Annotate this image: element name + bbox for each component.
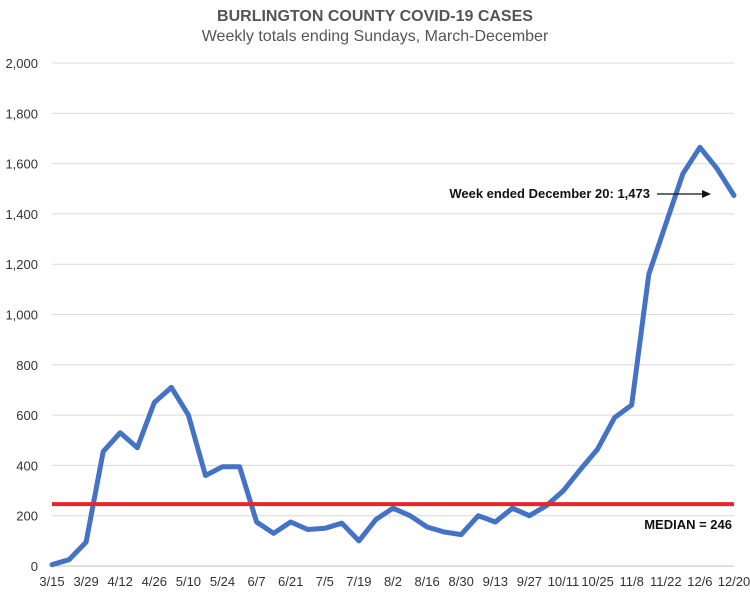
- x-tick-label: 7/5: [316, 574, 334, 589]
- x-tick-label: 9/27: [517, 574, 542, 589]
- median-label: MEDIAN = 246: [644, 517, 732, 532]
- chart-title: BURLINGTON COUNTY COVID-19 CASES: [217, 8, 533, 25]
- y-tick-label: 2,000: [5, 56, 38, 71]
- x-tick-label: 10/11: [548, 574, 580, 589]
- y-tick-label: 1,400: [5, 207, 38, 222]
- x-tick-label: 8/30: [449, 574, 474, 589]
- x-tick-label: 12/6: [687, 574, 712, 589]
- y-tick-label: 1,000: [5, 308, 38, 323]
- y-tick-label: 0: [31, 559, 38, 574]
- y-tick-label: 200: [16, 509, 38, 524]
- x-tick-label: 5/10: [176, 574, 201, 589]
- annotation-text: Week ended December 20: 1,473: [449, 186, 650, 201]
- x-tick-label: 12/20: [718, 574, 750, 589]
- x-tick-label: 9/13: [483, 574, 508, 589]
- x-tick-label: 7/19: [346, 574, 371, 589]
- series-line: [49, 144, 737, 568]
- x-tick-label: 11/8: [620, 574, 644, 589]
- x-tick-label: 4/26: [142, 574, 167, 589]
- x-tick-label: 3/15: [39, 574, 64, 589]
- x-tick-label: 4/12: [108, 574, 133, 589]
- x-tick-label: 10/25: [581, 574, 614, 589]
- x-tick-label: 5/24: [210, 574, 235, 589]
- chart-subtitle: Weekly totals ending Sundays, March-Dece…: [201, 28, 549, 45]
- x-tick-label: 3/29: [73, 574, 98, 589]
- y-tick-label: 1,800: [5, 106, 38, 121]
- x-tick-label: 8/2: [384, 574, 402, 589]
- y-tick-label: 800: [16, 358, 38, 373]
- x-tick-label: 6/7: [248, 574, 266, 589]
- y-tick-label: 400: [16, 458, 38, 473]
- y-tick-label: 600: [16, 408, 38, 423]
- y-tick-label: 1,200: [5, 257, 38, 272]
- x-tick-label: 8/16: [414, 574, 439, 589]
- annotation-arrowhead: [702, 190, 711, 198]
- x-tick-label: 6/21: [278, 574, 303, 589]
- x-tick-label: 11/22: [650, 574, 682, 589]
- y-tick-label: 1,600: [5, 157, 38, 172]
